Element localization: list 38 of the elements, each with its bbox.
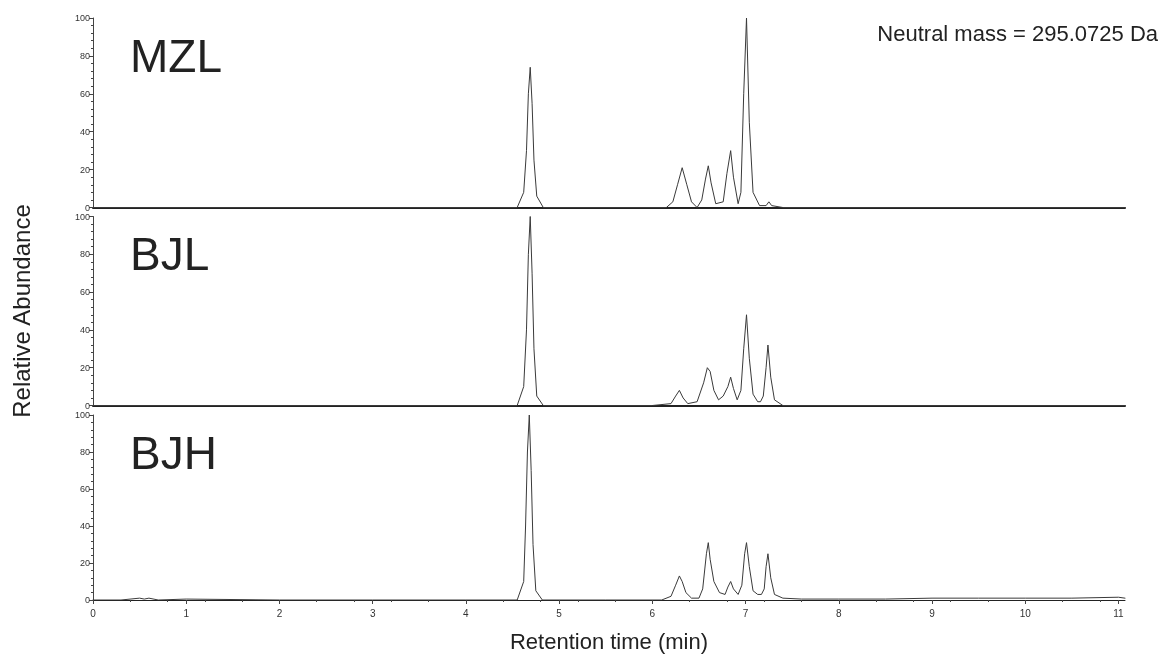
x-tick-label: 9 <box>929 607 936 619</box>
y-tick-label: 100 <box>74 211 90 222</box>
x-tick-label: 1 <box>183 607 190 619</box>
x-tick-label: 3 <box>369 607 376 619</box>
x-tick-label: 10 <box>1019 607 1032 619</box>
y-tick-label: 20 <box>79 164 90 175</box>
y-tick-label: 0 <box>84 400 90 411</box>
chart-title: MZL <box>130 30 222 82</box>
y-axis-title: Relative Abundance <box>8 204 36 418</box>
line-series <box>92 17 1126 208</box>
chart-title: BJH <box>130 427 217 479</box>
y-tick-label: 40 <box>79 521 90 531</box>
line-series <box>92 216 1126 406</box>
y-tick-label: 80 <box>79 50 90 61</box>
x-tick-label: 4 <box>463 607 470 619</box>
y-tick-label: 20 <box>79 558 90 568</box>
y-tick-label: 60 <box>79 287 90 298</box>
y-tick-label: 60 <box>79 484 90 494</box>
x-tick-label: 7 <box>742 607 749 619</box>
annotation: Neutral mass = 295.0725 Da <box>877 20 1159 46</box>
x-tick-label: 6 <box>649 607 656 619</box>
line-series <box>92 414 1126 601</box>
y-tick-label: 0 <box>84 595 90 605</box>
x-tick-label: 2 <box>276 607 283 619</box>
x-tick-label: 11 <box>1113 607 1125 619</box>
y-tick-label: 20 <box>79 362 90 373</box>
y-tick-label: 100 <box>74 410 90 420</box>
y-tick-label: 80 <box>79 249 90 260</box>
chart-title: BJL <box>130 228 210 280</box>
y-tick-label: 40 <box>79 324 90 335</box>
y-tick-label: 80 <box>79 447 90 457</box>
x-tick-label: 5 <box>556 607 563 619</box>
y-tick-label: 100 <box>74 13 90 23</box>
x-tick-label: 8 <box>836 607 843 619</box>
y-tick-label: 60 <box>79 88 90 99</box>
y-tick-label: 0 <box>84 202 90 213</box>
x-axis-title: Retention time (min) <box>509 628 709 654</box>
y-tick-label: 40 <box>79 126 90 137</box>
